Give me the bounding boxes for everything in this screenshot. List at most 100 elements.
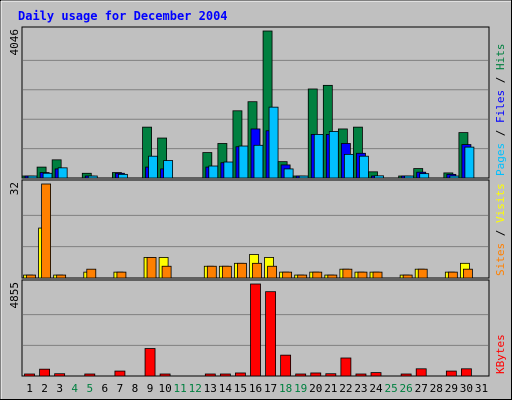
bar-sites-day-19 — [297, 274, 308, 279]
legend-entry-sites: Sites — [494, 243, 507, 276]
x-tick-label-21: 21 — [324, 382, 337, 395]
bar-kbytes-day-7 — [114, 370, 126, 377]
bar-kbytes-day-29 — [445, 370, 457, 377]
bar-sites-day-29 — [447, 271, 458, 279]
bar-pages-day-30 — [464, 146, 475, 179]
x-tick-label-28: 28 — [430, 382, 443, 395]
x-tick-label-7: 7 — [117, 382, 124, 395]
x-tick-label-1: 1 — [26, 382, 33, 395]
x-tick-label-25: 25 — [384, 382, 397, 395]
x-tick-label-12: 12 — [189, 382, 202, 395]
x-tick-label-5: 5 — [86, 382, 93, 395]
bar-sites-day-21 — [327, 274, 338, 279]
bar-kbytes-day-23 — [355, 373, 367, 377]
x-tick-label-19: 19 — [294, 382, 307, 395]
bar-pages-day-22 — [343, 153, 354, 179]
bar-pages-day-23 — [359, 155, 369, 179]
bar-sites-day-5 — [86, 268, 97, 279]
bar-pages-day-16 — [253, 144, 264, 179]
bar-pages-day-20 — [313, 134, 324, 179]
bar-sites-day-13 — [206, 265, 217, 279]
x-tick-label-23: 23 — [354, 382, 367, 395]
bar-sites-day-16 — [252, 262, 262, 279]
legend-separator: / — [494, 70, 507, 90]
bar-kbytes-day-30 — [461, 368, 472, 377]
bar-sites-day-9 — [146, 257, 157, 279]
bar-sites-day-15 — [237, 262, 247, 279]
x-tick-label-8: 8 — [132, 382, 139, 395]
bar-sites-day-22 — [342, 268, 353, 279]
bar-kbytes-day-21 — [325, 373, 337, 377]
x-tick-label-20: 20 — [309, 382, 322, 395]
x-tick-label-10: 10 — [158, 382, 171, 395]
x-tick-label-26: 26 — [400, 382, 413, 395]
bar-sites-day-20 — [312, 271, 323, 279]
bar-sites-day-10 — [161, 265, 172, 279]
bar-kbytes-day-1 — [24, 373, 35, 377]
bar-sites-day-24 — [372, 271, 383, 279]
bar-pages-day-18 — [283, 168, 294, 179]
bar-kbytes-day-17 — [265, 291, 276, 377]
bar-kbytes-day-3 — [54, 373, 66, 377]
x-tick-label-30: 30 — [460, 382, 473, 395]
legend-bottom: KBytes — [494, 334, 507, 374]
bar-pages-day-14 — [223, 161, 234, 179]
bar-pages-day-29 — [449, 175, 460, 179]
bar-sites-day-18 — [282, 271, 293, 279]
bar-kbytes-day-13 — [204, 373, 216, 377]
bar-pages-day-5 — [87, 175, 98, 179]
x-tick-label-15: 15 — [234, 382, 247, 395]
bar-sites-day-23 — [357, 271, 368, 279]
legend-separator: / — [494, 223, 507, 243]
bar-pages-day-2 — [42, 172, 53, 179]
bar-pages-day-1 — [27, 175, 38, 179]
x-tick-label-11: 11 — [174, 382, 187, 395]
legend-entry-files: Files — [494, 90, 507, 123]
bar-pages-day-27 — [419, 173, 430, 179]
legend-entry-hits: Hits — [494, 44, 507, 71]
bar-sites-day-27 — [417, 268, 428, 279]
y-max-label-top: 4046 — [8, 29, 21, 56]
x-tick-label-2: 2 — [41, 382, 48, 395]
bar-pages-day-13 — [208, 165, 219, 179]
bar-pages-day-15 — [238, 145, 249, 179]
legend-separator: / — [494, 123, 507, 143]
bar-pages-day-10 — [163, 160, 174, 179]
legend-entry-kbytes: KBytes — [494, 334, 507, 374]
x-tick-label-29: 29 — [445, 382, 458, 395]
x-tick-label-16: 16 — [249, 382, 262, 395]
bar-pages-day-21 — [328, 131, 339, 179]
bar-kbytes-day-5 — [84, 373, 96, 377]
x-tick-label-18: 18 — [279, 382, 292, 395]
bar-pages-day-3 — [57, 167, 68, 179]
x-tick-label-22: 22 — [339, 382, 352, 395]
bar-kbytes-day-24 — [370, 372, 382, 377]
chart-title: Daily usage for December 2004 — [18, 9, 228, 23]
y-max-label-bottom: 4855 — [8, 282, 21, 309]
legend-top: Pages / Files / Hits — [494, 44, 507, 177]
x-tick-label-27: 27 — [415, 382, 428, 395]
bar-kbytes-day-9 — [144, 348, 156, 377]
bar-sites-day-1 — [26, 274, 36, 279]
bar-kbytes-day-22 — [340, 357, 352, 377]
x-tick-label-24: 24 — [369, 382, 383, 395]
bar-sites-day-26 — [402, 274, 413, 279]
x-tick-label-4: 4 — [71, 382, 78, 395]
bar-sites-day-14 — [221, 265, 232, 279]
x-tick-label-17: 17 — [264, 382, 277, 395]
bar-pages-day-9 — [148, 155, 158, 179]
x-tick-label-3: 3 — [56, 382, 63, 395]
bar-sites-day-2 — [41, 183, 51, 279]
x-tick-label-13: 13 — [204, 382, 217, 395]
legend-entry-visits: Visits — [494, 183, 507, 223]
bar-kbytes-day-19 — [295, 373, 307, 377]
bar-kbytes-day-18 — [280, 354, 292, 377]
bar-pages-day-19 — [298, 175, 309, 179]
x-tick-label-9: 9 — [147, 382, 154, 395]
bar-kbytes-day-14 — [219, 373, 231, 377]
bar-sites-day-7 — [116, 271, 127, 279]
bar-kbytes-day-2 — [39, 368, 50, 377]
legend-middle: Sites / Visits — [494, 183, 507, 276]
